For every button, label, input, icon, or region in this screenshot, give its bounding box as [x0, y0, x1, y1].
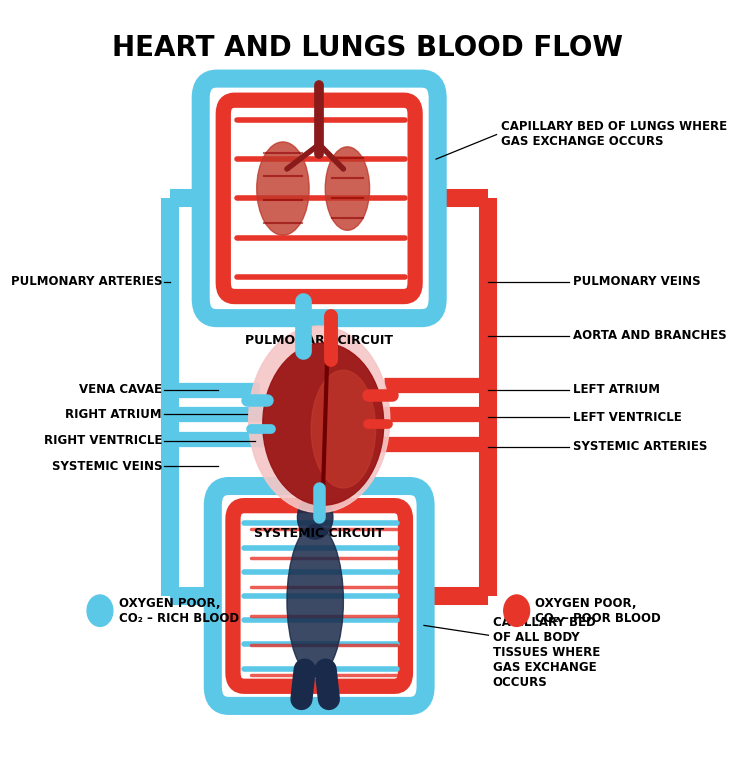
Text: RIGHT ATRIUM: RIGHT ATRIUM — [65, 408, 162, 420]
Text: AORTA AND BRANCHES: AORTA AND BRANCHES — [573, 329, 727, 342]
Circle shape — [87, 595, 112, 626]
Text: CAPILLARY BED
OF ALL BODY
TISSUES WHERE
GAS EXCHANGE
OCCURS: CAPILLARY BED OF ALL BODY TISSUES WHERE … — [493, 616, 599, 688]
Text: RIGHT VENTRICLE: RIGHT VENTRICLE — [44, 434, 162, 447]
Text: CAPILLARY BED OF LUNGS WHERE
GAS EXCHANGE OCCURS: CAPILLARY BED OF LUNGS WHERE GAS EXCHANG… — [500, 120, 727, 148]
Ellipse shape — [287, 524, 343, 677]
Text: PULMONARY ARTERIES: PULMONARY ARTERIES — [10, 276, 162, 288]
FancyBboxPatch shape — [223, 100, 415, 297]
Text: OXYGEN POOR,
CO₂ – RICH BLOOD: OXYGEN POOR, CO₂ – RICH BLOOD — [119, 597, 240, 625]
Text: VENA CAVAE: VENA CAVAE — [79, 383, 162, 396]
Text: SYSTEMIC ARTERIES: SYSTEMIC ARTERIES — [573, 440, 707, 453]
FancyBboxPatch shape — [201, 79, 437, 318]
Circle shape — [297, 496, 333, 539]
Ellipse shape — [257, 142, 309, 235]
Text: SYSTEMIC VEINS: SYSTEMIC VEINS — [52, 460, 162, 473]
Circle shape — [504, 595, 530, 626]
Text: LEFT ATRIUM: LEFT ATRIUM — [573, 383, 660, 396]
Text: SYSTEMIC CIRCUIT: SYSTEMIC CIRCUIT — [255, 528, 384, 540]
Ellipse shape — [326, 146, 369, 230]
FancyBboxPatch shape — [213, 486, 426, 706]
Text: OXYGEN POOR,
CO₂ – POOR BLOOD: OXYGEN POOR, CO₂ – POOR BLOOD — [535, 597, 661, 625]
Ellipse shape — [249, 326, 390, 512]
Text: PULMONARY CIRCUIT: PULMONARY CIRCUIT — [245, 334, 393, 347]
Ellipse shape — [311, 370, 376, 488]
Text: LEFT VENTRICLE: LEFT VENTRICLE — [573, 411, 682, 424]
Text: PULMONARY VEINS: PULMONARY VEINS — [573, 276, 701, 288]
Text: HEART AND LUNGS BLOOD FLOW: HEART AND LUNGS BLOOD FLOW — [112, 34, 623, 62]
Ellipse shape — [263, 343, 383, 505]
FancyBboxPatch shape — [233, 505, 406, 686]
